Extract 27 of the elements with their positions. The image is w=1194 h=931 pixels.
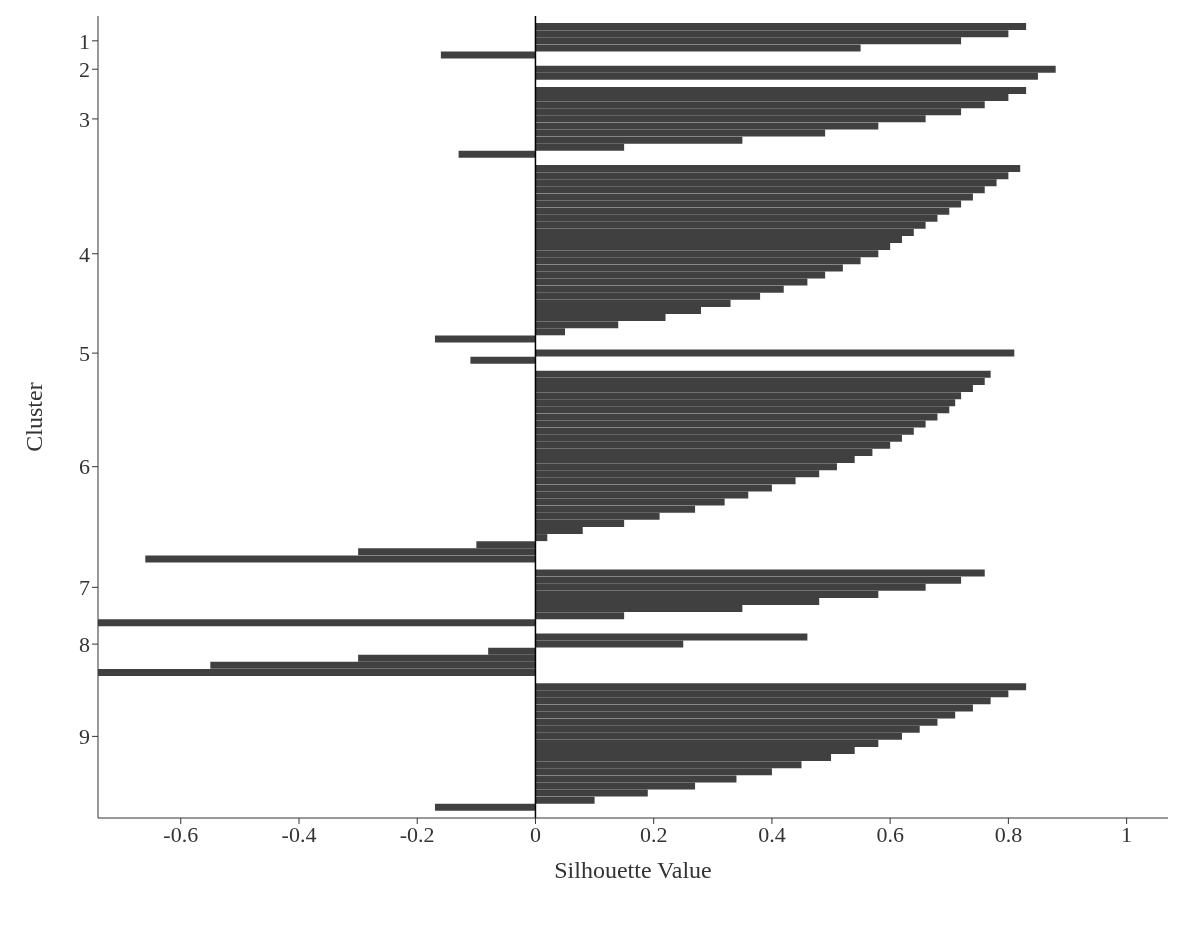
y-axis-title: Cluster: [20, 382, 47, 452]
x-tick-label: -0.4: [281, 821, 317, 847]
x-tick-label: -0.6: [163, 821, 199, 847]
bar: [434, 803, 536, 811]
x-tick-label: 1: [1121, 821, 1133, 847]
x-tick-label: 0.8: [994, 821, 1023, 847]
bar: [440, 51, 536, 59]
bar: [535, 349, 1015, 357]
bar: [434, 335, 536, 343]
x-tick-label: 0: [529, 821, 541, 847]
y-tick-label: 2: [79, 57, 90, 83]
x-tick-label: -0.2: [399, 821, 435, 847]
x-tick-label: 0.6: [876, 821, 904, 847]
x-axis-title: Silhouette Value: [554, 857, 712, 883]
y-tick-label: 6: [79, 454, 90, 480]
x-tick-label: 0.4: [758, 821, 786, 847]
bar: [458, 150, 536, 158]
bar: [98, 619, 536, 627]
y-tick-label: 7: [79, 575, 90, 601]
y-tick-label: 8: [79, 631, 90, 657]
y-tick-label: 4: [79, 241, 90, 267]
bar: [470, 356, 536, 364]
y-tick-label: 5: [79, 340, 90, 366]
y-tick-label: 3: [79, 106, 90, 132]
x-tick-label: 0.2: [639, 821, 668, 847]
y-tick-label: 1: [79, 28, 90, 54]
y-tick-label: 9: [79, 724, 90, 750]
